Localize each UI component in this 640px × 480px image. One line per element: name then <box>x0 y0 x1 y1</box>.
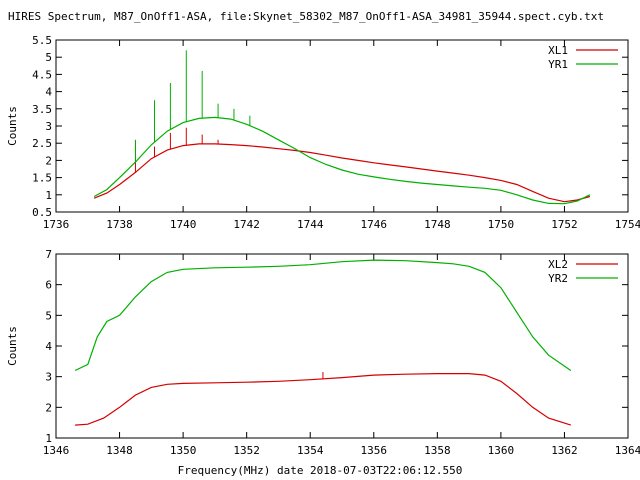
legend-label-xl2: XL2 <box>548 258 568 271</box>
y-tick-label: 4 <box>45 86 52 99</box>
series-line-yr1 <box>93 116 591 205</box>
x-tick-label: 1350 <box>170 444 197 457</box>
y-tick-label: 1 <box>45 189 52 202</box>
x-tick-label: 1740 <box>170 218 197 231</box>
x-tick-label: 1752 <box>551 218 578 231</box>
y-tick-label: 3 <box>45 120 52 133</box>
y-tick-label: 0.5 <box>32 206 52 219</box>
y-tick-label: 2.5 <box>32 137 52 150</box>
y-tick-label: 4.5 <box>32 68 52 81</box>
y-tick-label: 6 <box>45 279 52 292</box>
x-tick-label: 1750 <box>488 218 515 231</box>
series-line-xl2 <box>75 373 571 426</box>
x-tick-label: 1746 <box>361 218 388 231</box>
x-tick-label: 1360 <box>488 444 515 457</box>
x-axis-label: Frequency(MHz) date 2018-07-03T22:06:12.… <box>178 464 463 477</box>
plot-panel-2: 1346 1348 1350 1352 1354 1356 1358 1360 1362 1364… <box>6 248 640 457</box>
y-tick-label: 1.5 <box>32 172 52 185</box>
series-line-yr2 <box>74 259 572 372</box>
y-tick-label: 2 <box>45 401 52 414</box>
legend-label-yr2: YR2 <box>548 272 568 285</box>
x-tick-label: 1348 <box>106 444 133 457</box>
y-tick-label: 5 <box>45 51 52 64</box>
x-tick-label: 1356 <box>361 444 388 457</box>
x-tick-label: 1364 <box>615 444 640 457</box>
plot-panel-1: 1736 1738 1740 1742 1744 1746 1748 1750 1752 1754… <box>6 34 640 231</box>
x-tick-label: 1744 <box>297 218 324 231</box>
x-tick-label: 1736 <box>43 218 70 231</box>
x-tick-label: 1738 <box>106 218 133 231</box>
series-line-xl1 <box>93 143 591 203</box>
x-tick-label: 1346 <box>43 444 70 457</box>
plot-frame <box>55 39 629 213</box>
x-tick-label: 1358 <box>424 444 451 457</box>
y-tick-label: 5 <box>45 309 52 322</box>
y-tick-label: 3.5 <box>32 103 52 116</box>
y-tick-label: 7 <box>45 248 52 261</box>
y-tick-label: 2 <box>45 154 52 167</box>
y-tick-label: 5.5 <box>32 34 52 47</box>
y-axis-label: Counts <box>6 106 19 146</box>
y-tick-label: 3 <box>45 371 52 384</box>
plot-frame <box>55 253 629 439</box>
x-tick-label: 1362 <box>551 444 578 457</box>
x-tick-label: 1748 <box>424 218 451 231</box>
y-tick-label: 1 <box>45 432 52 445</box>
x-tick-label: 1352 <box>233 444 260 457</box>
x-tick-label: 1742 <box>233 218 260 231</box>
x-tick-label: 1754 <box>615 218 640 231</box>
chart-title: HIRES Spectrum, M87_OnOff1-ASA, file:Sky… <box>8 10 604 23</box>
legend-label-yr1: YR1 <box>548 58 568 71</box>
x-tick-label: 1354 <box>297 444 324 457</box>
y-tick-label: 4 <box>45 340 52 353</box>
legend-label-xl1: XL1 <box>548 44 568 57</box>
y-axis-label: Counts <box>6 326 19 366</box>
